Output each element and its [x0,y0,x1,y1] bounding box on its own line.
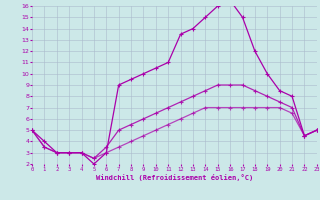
X-axis label: Windchill (Refroidissement éolien,°C): Windchill (Refroidissement éolien,°C) [96,174,253,181]
